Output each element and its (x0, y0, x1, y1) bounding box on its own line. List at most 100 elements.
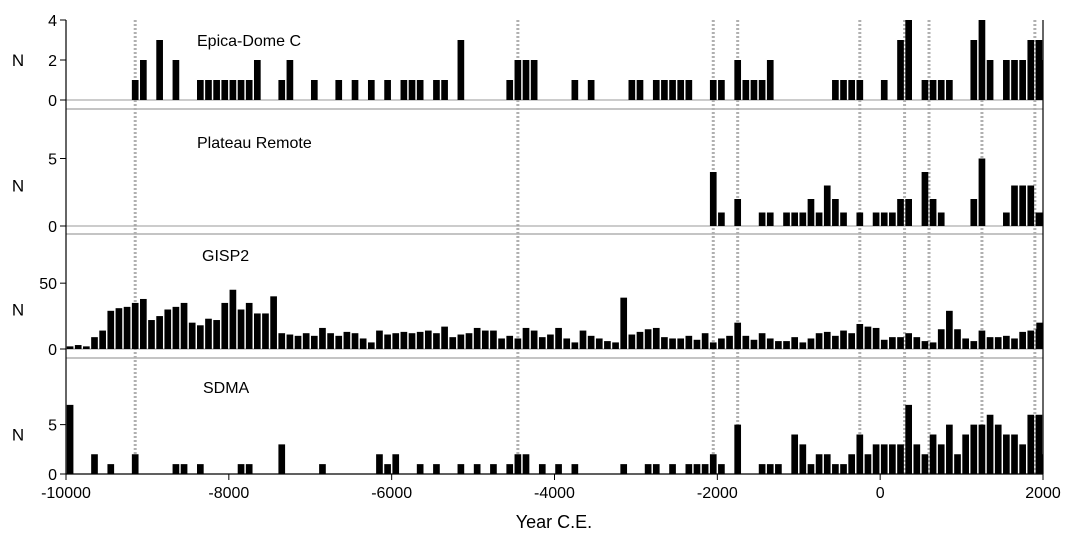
bar (213, 80, 220, 100)
bar (99, 330, 106, 349)
bar (921, 341, 929, 349)
y-tick-label: 50 (39, 276, 57, 293)
bar (856, 80, 864, 100)
bar (74, 345, 82, 349)
bar (156, 316, 163, 349)
bar (880, 80, 888, 100)
bar (628, 334, 636, 349)
bar (897, 199, 904, 226)
bar (872, 444, 880, 474)
bar (506, 80, 514, 100)
bar (237, 80, 245, 100)
bar (1027, 185, 1035, 226)
bar (685, 80, 693, 100)
bar (172, 60, 180, 100)
bar (66, 404, 74, 474)
bar (400, 80, 408, 100)
bar (758, 464, 766, 474)
panel-title: Plateau Remote (197, 135, 312, 152)
bar (889, 444, 896, 474)
bar (652, 327, 660, 349)
bar (66, 346, 74, 349)
bar (1019, 444, 1026, 474)
bar (750, 80, 758, 100)
bar (416, 464, 424, 474)
bar (237, 309, 245, 349)
bar (783, 341, 790, 349)
bar (473, 464, 481, 474)
bar (1011, 60, 1018, 100)
bar (148, 320, 155, 349)
bar (1036, 454, 1043, 474)
bar (131, 302, 139, 349)
bar (913, 444, 921, 474)
bar (669, 338, 676, 349)
bar (734, 424, 742, 474)
bar (946, 80, 953, 100)
bar (156, 40, 163, 100)
bar (91, 454, 98, 474)
y-tick-label: 5 (48, 152, 57, 169)
bar (929, 342, 937, 349)
bar (131, 454, 139, 474)
bar (538, 337, 546, 349)
bar (994, 337, 1002, 349)
bar (278, 80, 286, 100)
bar (449, 337, 457, 349)
bar (750, 339, 758, 349)
bar (563, 338, 571, 349)
bar (1036, 60, 1043, 100)
bar (889, 212, 896, 226)
bar (954, 454, 961, 474)
bar (433, 80, 440, 100)
y-tick-label: 0 (48, 342, 57, 359)
bar (872, 327, 880, 349)
bar (514, 60, 522, 100)
bar (970, 341, 978, 349)
bar (929, 434, 937, 474)
bar (636, 80, 644, 100)
bar (83, 346, 90, 349)
bar (522, 454, 530, 474)
bar (652, 464, 660, 474)
bar (766, 338, 774, 349)
bar (644, 329, 652, 349)
bar (604, 341, 611, 349)
bar (832, 464, 839, 474)
bar (522, 327, 530, 349)
bar (221, 302, 229, 349)
bar (1011, 338, 1018, 349)
bar (433, 333, 440, 349)
bar (229, 80, 237, 100)
bar (1019, 185, 1026, 226)
bar (571, 342, 579, 349)
bar (91, 337, 98, 349)
bar (140, 298, 147, 349)
bar (815, 333, 823, 349)
bar (823, 454, 831, 474)
bar (946, 310, 953, 349)
x-tick-label: -10000 (41, 485, 91, 502)
bar (652, 80, 660, 100)
bar (376, 330, 383, 349)
bar (310, 335, 318, 349)
bar (823, 331, 831, 349)
bar (897, 444, 904, 474)
bar (921, 80, 929, 100)
x-tick-label: -2000 (697, 485, 738, 502)
bar (815, 212, 823, 226)
y-tick-label: 0 (48, 93, 57, 110)
bar (766, 212, 774, 226)
bar (376, 454, 383, 474)
bar (416, 80, 424, 100)
bar (514, 338, 522, 349)
bar (726, 335, 733, 349)
bar (775, 341, 782, 349)
bar (628, 80, 636, 100)
bar (245, 80, 253, 100)
bar (848, 80, 856, 100)
bar (970, 424, 978, 474)
bar (978, 20, 986, 100)
bar (172, 464, 180, 474)
bar (538, 464, 546, 474)
